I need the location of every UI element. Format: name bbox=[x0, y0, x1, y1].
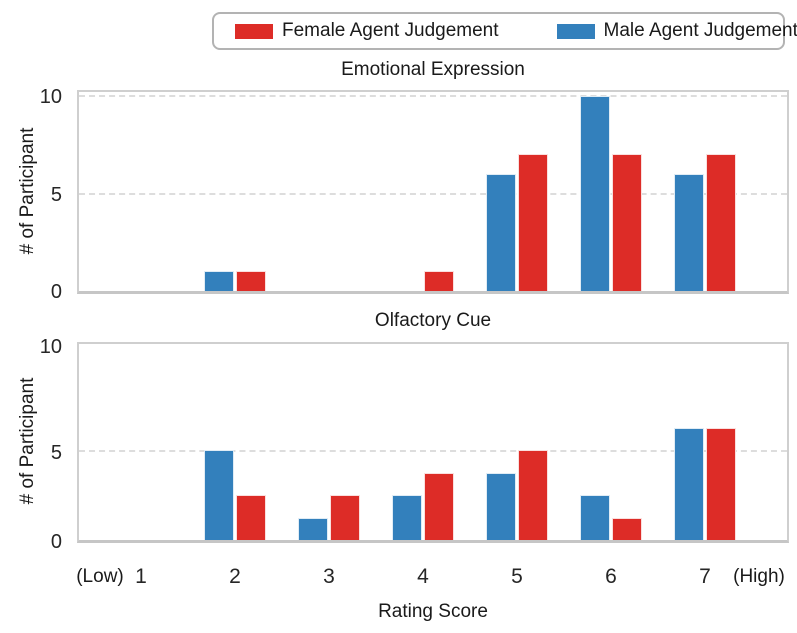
bar-male-rating-6 bbox=[580, 495, 610, 540]
y-tick-label-10-chart0: 10 bbox=[39, 86, 62, 108]
y-tick-label-0-chart0: 0 bbox=[50, 281, 62, 303]
bar-female-rating-7 bbox=[706, 154, 736, 291]
x-tick-label-4: 4 bbox=[417, 565, 429, 588]
bar-male-rating-3 bbox=[298, 518, 328, 540]
bar-male-rating-5 bbox=[486, 473, 516, 540]
bar-male-rating-2 bbox=[204, 271, 234, 291]
x-tick-label-7: 7 bbox=[699, 565, 711, 588]
y-tick-label-5-chart1: 5 bbox=[50, 442, 62, 464]
plot-area-olfactory-cue bbox=[77, 342, 789, 543]
x-axis-title: Rating Score bbox=[378, 601, 488, 622]
bar-female-rating-3 bbox=[330, 495, 360, 540]
y-tick-label-10-chart1: 10 bbox=[39, 336, 62, 358]
x-tick-label-6: 6 bbox=[605, 565, 617, 588]
x-tick-label-5: 5 bbox=[511, 565, 523, 588]
x-tick-label-2: 2 bbox=[229, 565, 241, 588]
y-tick-label-5-chart0: 5 bbox=[50, 184, 62, 206]
bar-female-rating-2 bbox=[236, 271, 266, 291]
bar-female-rating-5 bbox=[518, 450, 548, 540]
female-legend-swatch bbox=[235, 23, 273, 39]
gridline-y5 bbox=[79, 449, 787, 452]
bar-male-rating-2 bbox=[204, 450, 234, 540]
x-tick-label-3: 3 bbox=[323, 565, 335, 588]
chart-title-olfactory-cue: Olfactory Cue bbox=[374, 310, 492, 331]
male-legend-swatch bbox=[556, 23, 595, 39]
bar-male-rating-6 bbox=[580, 96, 610, 291]
bar-female-rating-6 bbox=[612, 154, 642, 291]
legend: Female Agent Judgement Male Agent Judgem… bbox=[212, 12, 797, 50]
bar-male-rating-7 bbox=[674, 174, 704, 291]
gridline-y5 bbox=[79, 192, 787, 195]
bar-female-rating-6 bbox=[612, 518, 642, 540]
bar-female-rating-4 bbox=[424, 271, 454, 291]
female-legend-label: Female Agent Judgement bbox=[282, 20, 499, 41]
bar-female-rating-7 bbox=[706, 428, 736, 540]
y-tick-label-0-chart1: 0 bbox=[50, 531, 62, 553]
male-legend-label: Male Agent Judgement bbox=[603, 20, 797, 41]
gridline-y10 bbox=[79, 95, 787, 97]
bar-male-rating-4 bbox=[392, 495, 422, 540]
bar-male-rating-7 bbox=[674, 428, 704, 540]
bar-male-rating-5 bbox=[486, 174, 516, 291]
x-axis-high-annotation: (High) bbox=[733, 566, 785, 587]
bar-female-rating-5 bbox=[518, 154, 548, 291]
plot-area-emotional-expression bbox=[77, 90, 789, 294]
x-tick-label-1: 1 bbox=[135, 565, 147, 588]
chart-title-emotional-expression: Emotional Expression bbox=[341, 59, 525, 80]
x-axis-low-annotation: (Low) bbox=[76, 566, 124, 587]
bar-female-rating-2 bbox=[236, 495, 266, 540]
bar-female-rating-4 bbox=[424, 473, 454, 540]
